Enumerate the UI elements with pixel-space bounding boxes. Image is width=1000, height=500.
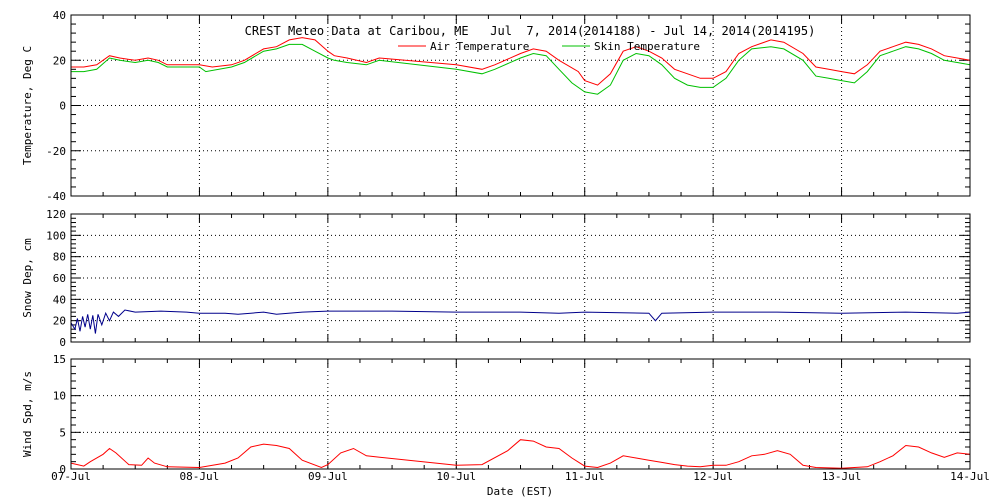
x-tick-label: 09-Jul <box>308 470 348 483</box>
x-tick-label: 11-Jul <box>565 470 605 483</box>
panel-temp: -40 -20 0 20 40 Temperature, Deg C Air Tempera… <box>21 9 971 203</box>
y-tick-label: -40 <box>46 190 66 203</box>
x-tick-label: 07-Jul <box>51 470 91 483</box>
y-tick-label: 60 <box>53 272 66 285</box>
y-tick-label: 120 <box>46 208 66 221</box>
y-axis-label: Snow Dep, cm <box>21 238 34 318</box>
panel-snow: 0 20 40 60 80 100 120 Snow Dep, cm <box>21 208 971 349</box>
y-tick-label: 40 <box>53 293 66 306</box>
series-line-snow <box>70 309 971 334</box>
plot-frame <box>70 213 971 343</box>
y-axis-label: Wind Spd, m/s <box>21 371 34 457</box>
x-tick-label: 08-Jul <box>180 470 220 483</box>
y-tick-label: -20 <box>46 145 66 158</box>
x-axis-label: Date (EST) <box>487 485 553 498</box>
y-tick-label: 0 <box>59 463 66 476</box>
series-line-temp-1 <box>71 43 971 95</box>
legend-label: Air Temperature <box>430 40 529 53</box>
y-tick-label: 0 <box>59 336 66 349</box>
y-tick-label: 5 <box>59 426 66 439</box>
legend-label: Skin Temperature <box>594 40 700 53</box>
y-tick-label: 20 <box>53 315 66 328</box>
plot-frame <box>70 14 971 197</box>
panel-wind: 0 5 10 15 Wind Spd, m/s <box>21 353 971 476</box>
y-tick-label: 80 <box>53 251 66 264</box>
x-tick-label: 10-Jul <box>436 470 476 483</box>
y-tick-label: 20 <box>53 54 66 67</box>
y-tick-label: 10 <box>53 390 66 403</box>
plot-frame <box>70 358 971 470</box>
chart-title: CREST Meteo Data at Caribou, ME Jul 7, 2… <box>245 24 816 38</box>
x-tick-label: 12-Jul <box>693 470 733 483</box>
legend: Air Temperature Skin Temperature <box>398 40 700 53</box>
y-tick-label: 15 <box>53 353 66 366</box>
y-axis-label: Temperature, Deg C <box>21 46 34 165</box>
y-tick-label: 100 <box>46 229 66 242</box>
series-line-wind <box>70 439 971 469</box>
y-tick-label: 0 <box>59 100 66 113</box>
x-tick-label: 14-Jul <box>950 470 990 483</box>
x-tick-label: 13-Jul <box>822 470 862 483</box>
series-line-temp-0 <box>71 37 971 86</box>
y-tick-label: 40 <box>53 9 66 22</box>
